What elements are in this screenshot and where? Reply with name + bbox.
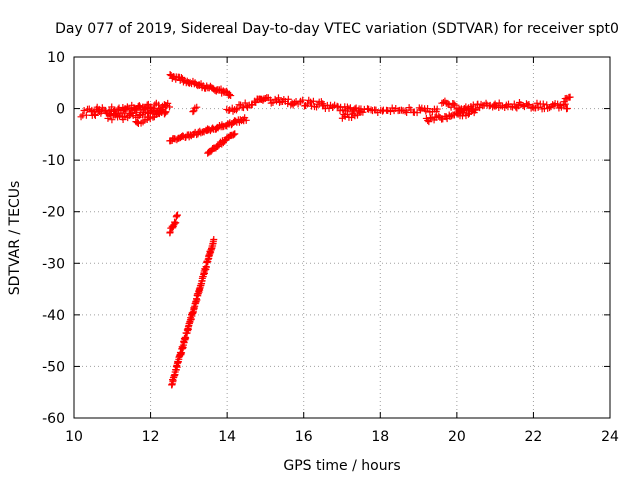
y-tick-label: -50 [42,359,65,375]
plot-frame [73,56,611,419]
y-tick-label: 10 [47,50,65,66]
x-tick-label: 18 [371,429,389,445]
data-point [173,211,181,219]
data-point [193,103,201,111]
data-point [160,101,168,109]
data-point [123,104,131,112]
data-point [229,107,237,115]
x-tick-label: 12 [142,429,160,445]
data-point [227,92,235,100]
data-point [556,101,564,109]
data-point [135,111,143,119]
data-point [309,97,317,105]
data-point [524,101,532,109]
data-point [229,131,237,139]
data-point [386,107,394,115]
data-point [425,118,433,126]
data-point [563,104,571,112]
data-point [456,106,464,114]
data-point [267,99,275,107]
data-point [299,96,307,104]
data-point [274,94,282,102]
data-point [105,107,113,115]
data-point [172,219,180,227]
data-point [226,91,234,99]
data-point [539,100,547,108]
data-point [135,102,143,110]
data-point [141,105,149,113]
data-point [108,116,116,124]
data-point [77,113,85,121]
x-tick-label: 16 [295,429,313,445]
data-point [232,106,240,114]
data-point [450,100,458,108]
data-points [77,71,574,389]
data-point [169,224,177,232]
data-point [325,104,333,112]
y-tick-label: 0 [56,102,65,118]
data-point [233,104,241,112]
data-point [403,109,411,117]
x-axis-label: GPS time / hours [283,458,400,474]
data-point [525,101,533,109]
data-point [379,107,387,115]
data-point [433,105,441,113]
data-point [426,114,434,122]
data-point [165,103,173,111]
data-point [114,105,122,113]
data-point [290,99,298,107]
y-tick-label: -40 [42,308,65,324]
data-point [468,105,476,113]
data-point [261,95,269,103]
data-point [546,104,554,112]
data-point [108,103,116,111]
data-point [459,109,467,117]
data-point [471,106,479,114]
data-point [510,100,518,108]
data-point [82,111,90,119]
data-point [566,93,574,101]
y-tick-label: -20 [42,205,65,221]
data-point [477,100,485,108]
data-point [241,99,249,107]
data-point [218,140,226,148]
data-point [231,130,239,138]
data-point [343,103,351,111]
data-point [91,110,99,118]
data-point [271,95,279,103]
x-tick-label: 24 [601,429,619,445]
y-tick-label: -60 [42,411,65,427]
y-axis-label: SDTVAR / TECUs [7,181,23,296]
data-point [210,235,218,243]
x-tick-label: 22 [525,429,543,445]
data-point [161,101,169,109]
data-point [401,107,409,115]
grid [74,57,610,418]
data-point [533,99,541,107]
data-point [333,102,341,110]
data-point [162,108,170,116]
x-tick-label: 20 [448,429,466,445]
data-point [80,106,88,114]
data-point [122,106,130,114]
y-tick-label: -10 [42,153,65,169]
y-tick-label: -30 [42,256,65,272]
data-point [166,228,174,236]
x-tick-label: 14 [218,429,236,445]
data-point [284,95,292,103]
axis-ticks: 10 12 14 16 18 20 22 24 10 0 -10 -20 -30 -40 -50 -60 [42,50,619,445]
data-point [275,98,283,106]
data-point [189,108,197,116]
data-point [451,101,459,109]
x-tick-label: 10 [65,429,83,445]
data-point [248,101,256,109]
data-point [242,116,250,124]
data-point [345,105,353,113]
chart-title: Day 077 of 2019, Sidereal Day-to-day VTE… [55,21,619,37]
